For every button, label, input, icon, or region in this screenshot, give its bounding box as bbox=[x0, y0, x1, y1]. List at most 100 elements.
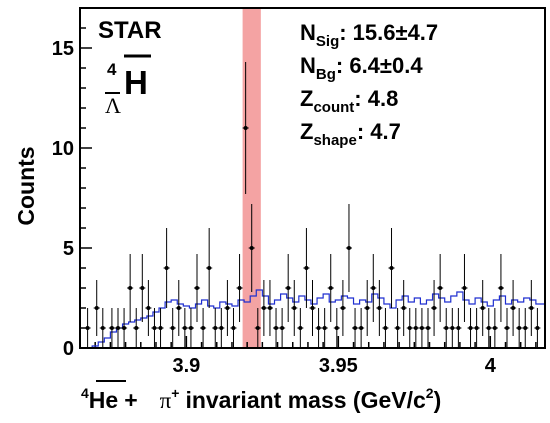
data-point bbox=[376, 280, 383, 336]
stat-n-bg: NBg: 6.4±0.4 bbox=[300, 53, 423, 83]
data-marker bbox=[419, 326, 424, 330]
background-histogram bbox=[80, 289, 545, 349]
y-tick-labels: 0 5 10 15 bbox=[52, 38, 74, 360]
x-tick-label: 4 bbox=[485, 355, 497, 377]
y-tick-label: 0 bbox=[63, 338, 74, 360]
data-point bbox=[443, 308, 450, 348]
data-point bbox=[333, 308, 340, 348]
data-point bbox=[248, 204, 255, 292]
data-marker bbox=[128, 286, 133, 290]
signal-band-layer bbox=[242, 8, 261, 348]
data-marker bbox=[474, 326, 479, 330]
data-point bbox=[139, 254, 146, 322]
data-point bbox=[157, 308, 164, 348]
data-marker bbox=[109, 326, 114, 330]
data-point bbox=[260, 280, 267, 336]
data-marker bbox=[444, 326, 449, 330]
data-point bbox=[370, 254, 377, 322]
particle-mass-number: 4 bbox=[107, 60, 117, 79]
data-marker bbox=[517, 326, 522, 330]
data-marker bbox=[158, 326, 163, 330]
data-marker bbox=[182, 326, 187, 330]
data-marker bbox=[100, 326, 105, 330]
data-marker bbox=[383, 326, 388, 330]
x-tick-label: 3.95 bbox=[319, 355, 358, 377]
data-point bbox=[254, 308, 261, 348]
data-point bbox=[99, 308, 106, 348]
data-point bbox=[193, 254, 201, 322]
signal-band bbox=[242, 8, 261, 348]
data-point bbox=[272, 308, 280, 348]
stat-z-count: Zcount: 4.8 bbox=[300, 86, 398, 116]
data-marker bbox=[286, 286, 291, 290]
data-marker bbox=[322, 326, 327, 330]
data-point bbox=[473, 308, 480, 348]
data-marker bbox=[85, 326, 90, 330]
data-point bbox=[121, 308, 128, 348]
data-point bbox=[151, 308, 158, 348]
data-marker bbox=[201, 326, 206, 330]
data-point bbox=[400, 280, 407, 336]
data-point bbox=[352, 308, 359, 348]
data-marker bbox=[176, 306, 181, 310]
data-point bbox=[534, 308, 541, 348]
data-point bbox=[455, 308, 462, 348]
background-histogram-layer bbox=[80, 289, 545, 349]
data-marker bbox=[304, 266, 309, 270]
data-marker bbox=[480, 306, 485, 310]
data-marker bbox=[140, 286, 145, 290]
data-point bbox=[309, 280, 316, 336]
data-point bbox=[279, 308, 286, 348]
experiment-label: STAR bbox=[98, 17, 162, 44]
data-marker bbox=[243, 126, 248, 130]
y-tick-label: 10 bbox=[52, 138, 74, 160]
data-point bbox=[364, 280, 371, 336]
particle-label: 4 H Λ bbox=[105, 54, 151, 118]
data-point bbox=[449, 308, 456, 348]
data-marker bbox=[377, 306, 382, 310]
data-point bbox=[187, 308, 194, 348]
data-point bbox=[218, 308, 225, 348]
data-point bbox=[424, 308, 432, 348]
data-marker bbox=[280, 326, 285, 330]
data-marker bbox=[401, 306, 406, 310]
data-point bbox=[327, 254, 334, 322]
data-marker bbox=[274, 326, 279, 330]
data-marker bbox=[359, 326, 364, 330]
data-point bbox=[418, 308, 425, 348]
data-point bbox=[206, 228, 213, 308]
data-marker bbox=[134, 326, 139, 330]
data-point bbox=[479, 280, 486, 336]
data-point bbox=[212, 308, 219, 348]
data-point bbox=[461, 254, 468, 322]
data-marker bbox=[292, 306, 297, 310]
data-marker bbox=[328, 286, 333, 290]
data-marker bbox=[316, 326, 321, 330]
data-marker bbox=[413, 326, 418, 330]
data-point bbox=[412, 308, 419, 348]
particle-symbol: H bbox=[124, 64, 148, 101]
data-point bbox=[303, 228, 310, 308]
data-point bbox=[345, 204, 353, 292]
data-point bbox=[266, 280, 273, 336]
data-marker bbox=[365, 306, 370, 310]
data-point bbox=[114, 308, 122, 348]
data-marker bbox=[353, 326, 358, 330]
data-marker bbox=[255, 326, 260, 330]
data-marker bbox=[231, 326, 236, 330]
data-point bbox=[388, 228, 395, 308]
data-marker bbox=[468, 326, 473, 330]
data-point bbox=[84, 308, 91, 348]
data-point bbox=[297, 308, 304, 348]
data-point bbox=[224, 280, 231, 336]
data-point bbox=[437, 254, 444, 322]
data-point bbox=[382, 308, 389, 348]
data-marker bbox=[249, 246, 254, 250]
y-axis-title: Counts bbox=[13, 146, 39, 225]
data-point bbox=[394, 308, 401, 348]
data-point bbox=[510, 280, 517, 336]
data-marker bbox=[407, 326, 412, 330]
data-marker bbox=[462, 286, 467, 290]
data-point bbox=[321, 308, 328, 348]
